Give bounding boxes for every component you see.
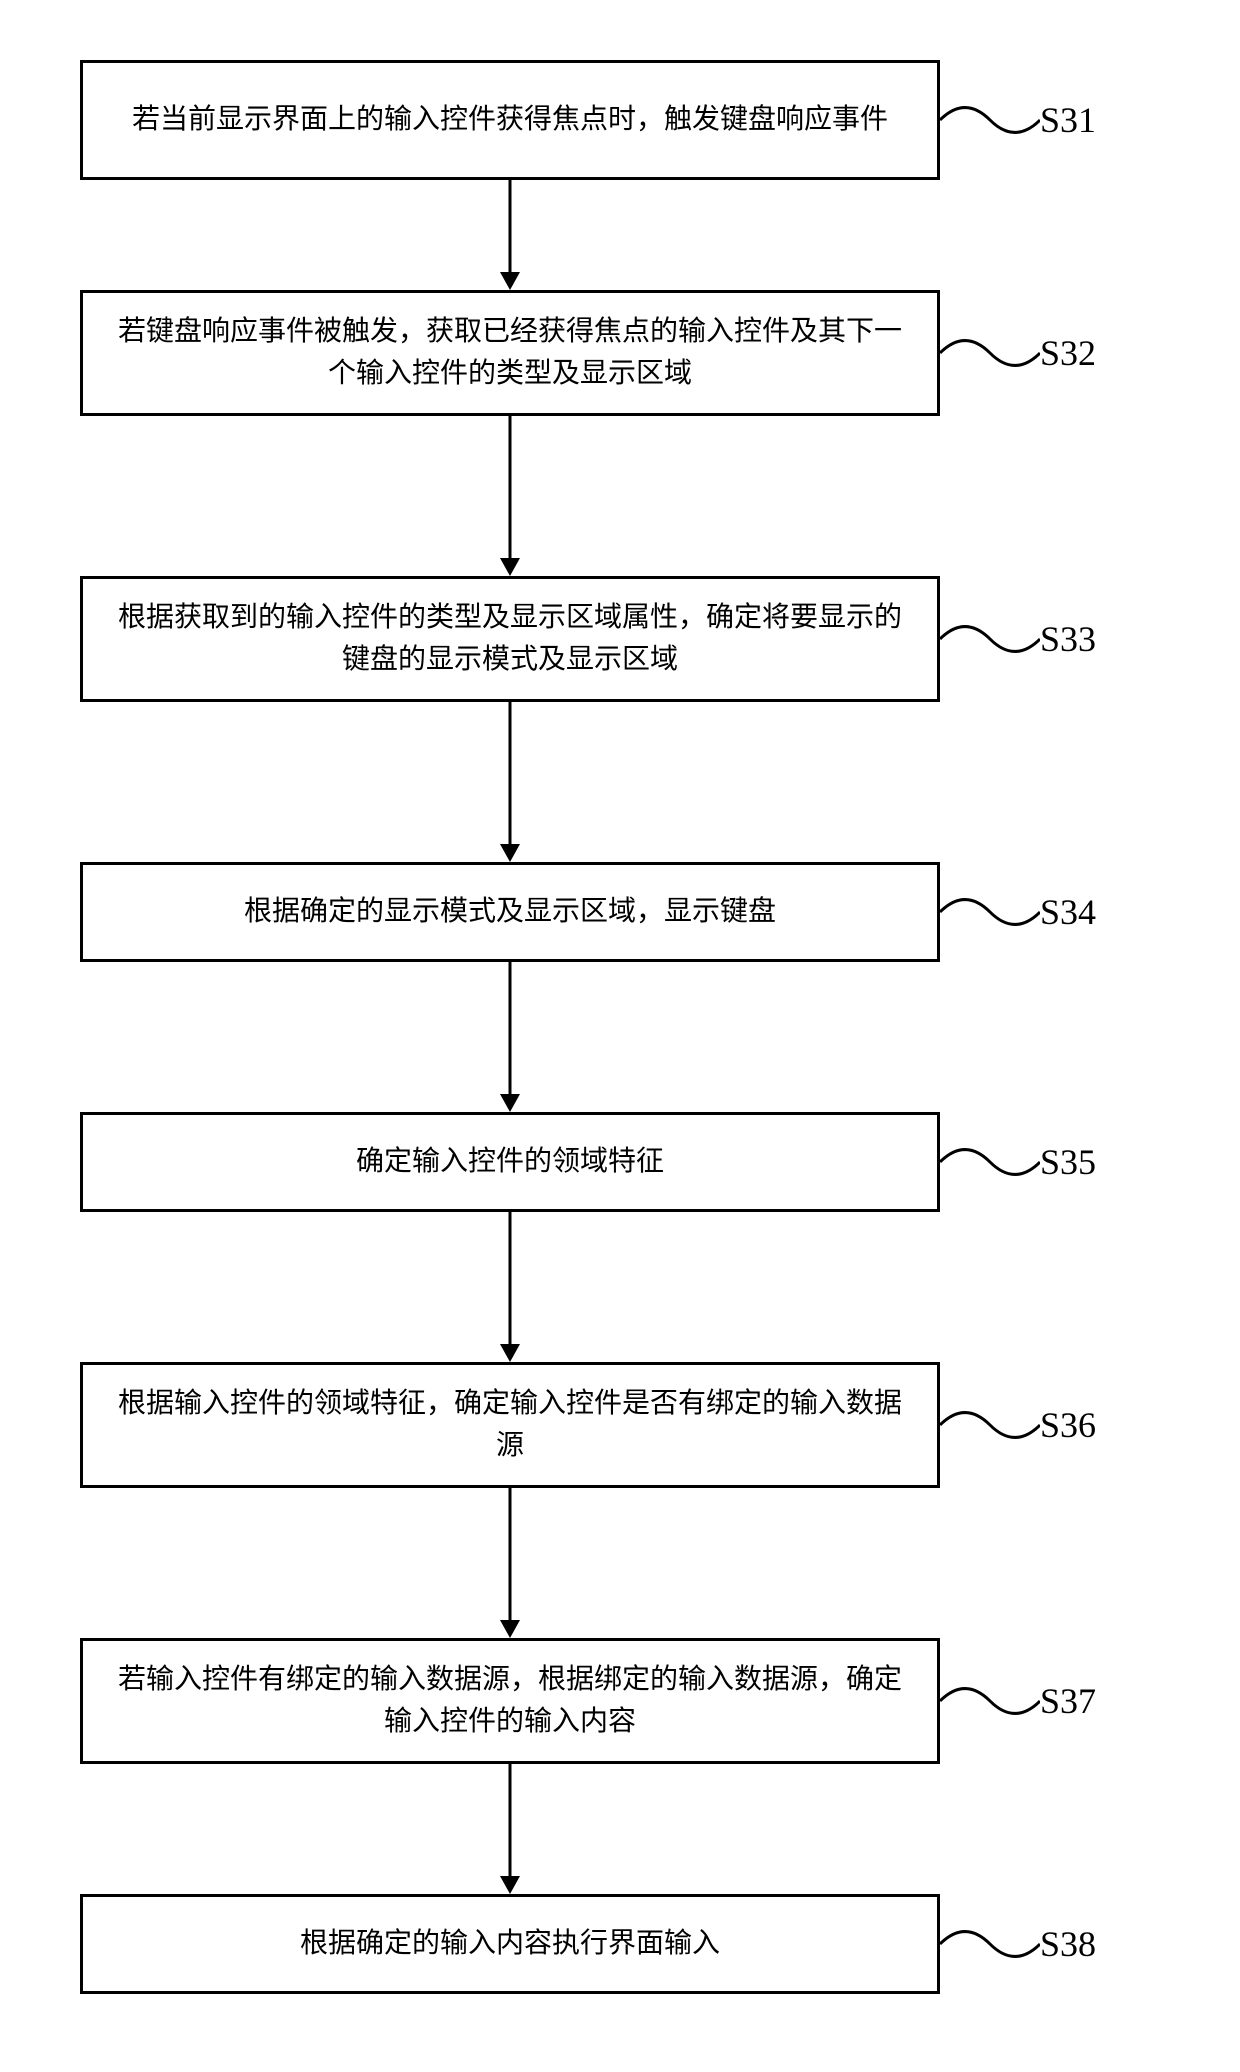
step-row: 根据确定的输入内容执行界面输入 S38: [80, 1894, 1160, 1994]
step-row: 根据获取到的输入控件的类型及显示区域属性，确定将要显示的键盘的显示模式及显示区域…: [80, 576, 1160, 702]
step-text: 根据确定的显示模式及显示区域，显示键盘: [244, 891, 776, 933]
arrow-down-icon: [495, 416, 525, 576]
curve-connector-icon: [940, 90, 1040, 150]
step-label: S35: [1040, 1141, 1096, 1183]
arrow-down-icon: [495, 1764, 525, 1894]
step-row: 若键盘响应事件被触发，获取已经获得焦点的输入控件及其下一个输入控件的类型及显示区…: [80, 290, 1160, 416]
step-row: 根据确定的显示模式及显示区域，显示键盘 S34: [80, 862, 1160, 962]
curve-connector-icon: [940, 323, 1040, 383]
step-text: 根据确定的输入内容执行界面输入: [300, 1923, 720, 1965]
arrow-down-icon: [495, 962, 525, 1112]
curve-connector-icon: [940, 609, 1040, 669]
arrow-connector: [80, 702, 940, 862]
curve-connector-icon: [940, 1914, 1040, 1974]
step-box-s32: 若键盘响应事件被触发，获取已经获得焦点的输入控件及其下一个输入控件的类型及显示区…: [80, 290, 940, 416]
step-row: 确定输入控件的领域特征 S35: [80, 1112, 1160, 1212]
step-text: 若输入控件有绑定的输入数据源，根据绑定的输入数据源，确定输入控件的输入内容: [113, 1659, 907, 1743]
step-text: 根据获取到的输入控件的类型及显示区域属性，确定将要显示的键盘的显示模式及显示区域: [113, 597, 907, 681]
step-box-s35: 确定输入控件的领域特征: [80, 1112, 940, 1212]
arrow-connector: [80, 1764, 940, 1894]
step-label: S37: [1040, 1680, 1096, 1722]
step-box-s37: 若输入控件有绑定的输入数据源，根据绑定的输入数据源，确定输入控件的输入内容: [80, 1638, 940, 1764]
arrow-connector: [80, 1212, 940, 1362]
step-label: S34: [1040, 891, 1096, 933]
step-row: 若输入控件有绑定的输入数据源，根据绑定的输入数据源，确定输入控件的输入内容 S3…: [80, 1638, 1160, 1764]
arrow-connector: [80, 180, 940, 290]
step-label: S32: [1040, 332, 1096, 374]
step-label: S38: [1040, 1923, 1096, 1965]
step-label: S36: [1040, 1404, 1096, 1446]
step-label: S33: [1040, 618, 1096, 660]
step-text: 确定输入控件的领域特征: [356, 1141, 664, 1183]
step-row: 若当前显示界面上的输入控件获得焦点时，触发键盘响应事件 S31: [80, 60, 1160, 180]
curve-connector-icon: [940, 1671, 1040, 1731]
curve-connector-icon: [940, 1132, 1040, 1192]
step-row: 根据输入控件的领域特征，确定输入控件是否有绑定的输入数据源 S36: [80, 1362, 1160, 1488]
arrow-down-icon: [495, 1488, 525, 1638]
arrow-connector: [80, 1488, 940, 1638]
arrow-down-icon: [495, 180, 525, 290]
curve-connector-icon: [940, 882, 1040, 942]
step-box-s34: 根据确定的显示模式及显示区域，显示键盘: [80, 862, 940, 962]
step-text: 若当前显示界面上的输入控件获得焦点时，触发键盘响应事件: [132, 99, 888, 141]
step-text: 若键盘响应事件被触发，获取已经获得焦点的输入控件及其下一个输入控件的类型及显示区…: [113, 311, 907, 395]
arrow-connector: [80, 962, 940, 1112]
arrow-down-icon: [495, 1212, 525, 1362]
arrow-down-icon: [495, 702, 525, 862]
step-label: S31: [1040, 99, 1096, 141]
curve-connector-icon: [940, 1395, 1040, 1455]
step-box-s36: 根据输入控件的领域特征，确定输入控件是否有绑定的输入数据源: [80, 1362, 940, 1488]
step-box-s38: 根据确定的输入内容执行界面输入: [80, 1894, 940, 1994]
flowchart-container: 若当前显示界面上的输入控件获得焦点时，触发键盘响应事件 S31 若键盘响应事件被…: [80, 60, 1160, 1994]
step-box-s33: 根据获取到的输入控件的类型及显示区域属性，确定将要显示的键盘的显示模式及显示区域: [80, 576, 940, 702]
arrow-connector: [80, 416, 940, 576]
step-box-s31: 若当前显示界面上的输入控件获得焦点时，触发键盘响应事件: [80, 60, 940, 180]
step-text: 根据输入控件的领域特征，确定输入控件是否有绑定的输入数据源: [113, 1383, 907, 1467]
